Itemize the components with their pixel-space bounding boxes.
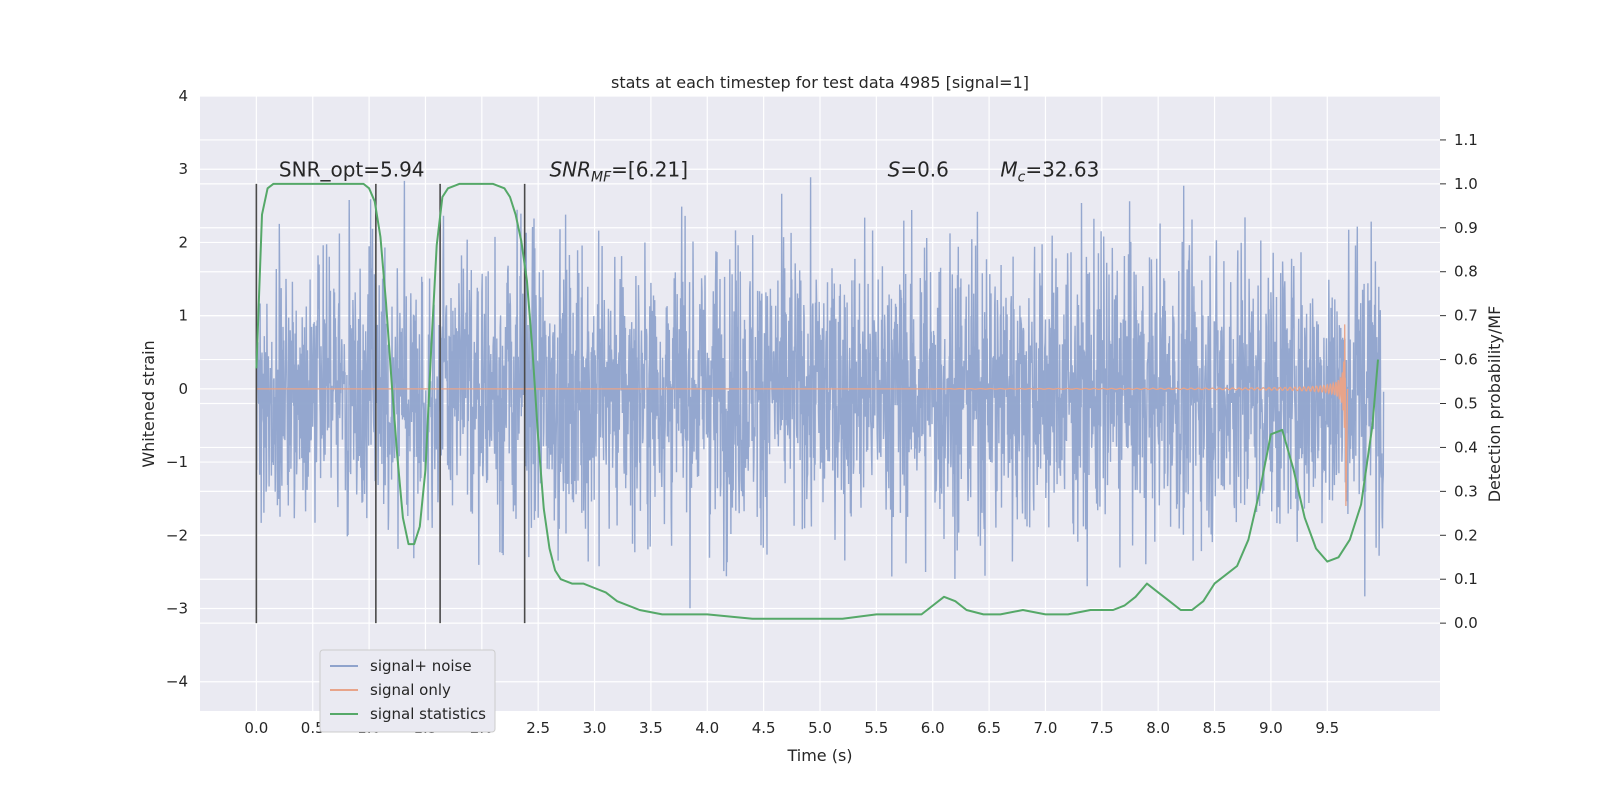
y2-tick-label: 1.1 xyxy=(1454,131,1478,149)
y2-tick-label: 0.8 xyxy=(1454,263,1478,281)
x-tick-label: 0.5 xyxy=(301,719,325,737)
legend-label: signal statistics xyxy=(370,705,486,723)
x-tick-label: 7.5 xyxy=(1090,719,1114,737)
x-tick-label: 3.0 xyxy=(583,719,607,737)
x-tick-label: 8.5 xyxy=(1203,719,1227,737)
y-tick-label: 2 xyxy=(178,233,188,251)
y2-tick-label: 0.4 xyxy=(1454,438,1478,456)
signal-statistics-line xyxy=(255,182,1379,620)
vertical-markers xyxy=(255,183,526,624)
x-tick-label: 4.0 xyxy=(695,719,719,737)
y2-tick-label: 0.3 xyxy=(1454,482,1478,500)
annotation-mc: Mc=32.63 xyxy=(1000,158,1099,186)
y2-tick-label: 0.6 xyxy=(1454,351,1478,369)
x-tick-label: 3.5 xyxy=(639,719,663,737)
x-tick-label: 9.0 xyxy=(1259,719,1283,737)
y2-tick-labels: 0.0 0.1 0.2 0.3 0.4 0.5 0.6 0.7 0.8 0.9 1.0 1.1 xyxy=(1440,131,1478,632)
y-tick-label: −4 xyxy=(166,673,188,691)
x-tick-label: 6.5 xyxy=(977,719,1001,737)
y2-tick-label: 0.2 xyxy=(1454,526,1478,544)
x-tick-label: 6.0 xyxy=(921,719,945,737)
series-signal-statistics xyxy=(255,182,1379,620)
y-axis-label: Whitened strain xyxy=(139,340,158,467)
y-tick-label: −1 xyxy=(166,453,188,471)
legend-label: signal only xyxy=(370,681,451,699)
annotation-snr-mf: SNRMF=[6.21] xyxy=(549,158,688,186)
annotation-s: S=0.6 xyxy=(888,158,949,182)
chart-title: stats at each timestep for test data 498… xyxy=(611,73,1029,92)
legend-label: signal+ noise xyxy=(370,657,472,675)
y-tick-label: 3 xyxy=(178,160,188,178)
signal-noise-line xyxy=(255,177,1385,609)
y-tick-label: 0 xyxy=(178,380,188,398)
x-tick-label: 5.0 xyxy=(808,719,832,737)
y-tick-label: 4 xyxy=(178,87,188,105)
series-signal-only xyxy=(256,324,1349,507)
x-tick-label: 9.5 xyxy=(1315,719,1339,737)
y2-axis-label: Detection probability/MF xyxy=(1485,306,1504,503)
x-tick-label: 4.5 xyxy=(752,719,776,737)
signal-only-line xyxy=(256,324,1349,507)
y2-tick-label: 0.9 xyxy=(1454,219,1478,237)
series-signal-noise xyxy=(255,177,1385,609)
x-axis-label: Time (s) xyxy=(786,746,852,765)
y-tick-labels: −4 −3 −2 −1 0 1 2 3 4 xyxy=(166,87,188,691)
x-tick-label: 5.5 xyxy=(864,719,888,737)
legend-box xyxy=(319,649,496,733)
x-tick-label: 8.0 xyxy=(1146,719,1170,737)
y-tick-label: −2 xyxy=(166,526,188,544)
y2-tick-label: 0.0 xyxy=(1454,614,1478,632)
y-tick-label: −3 xyxy=(166,600,188,618)
legend: signal+ noise signal only signal statistic… xyxy=(319,649,496,733)
y2-tick-label: 1.0 xyxy=(1454,175,1478,193)
annotations: SNR_opt=5.94 SNRMF=[6.21] S=0.6 Mc=32.63 xyxy=(279,158,1099,186)
x-tick-label: 0.0 xyxy=(244,719,268,737)
annotation-snr-opt: SNR_opt=5.94 xyxy=(279,158,425,182)
y2-tick-label: 0.1 xyxy=(1454,570,1478,588)
y2-tick-label: 0.7 xyxy=(1454,307,1478,325)
x-tick-label: 7.0 xyxy=(1034,719,1058,737)
y-tick-label: 1 xyxy=(178,307,188,325)
y2-tick-label: 0.5 xyxy=(1454,395,1478,413)
x-tick-label: 2.5 xyxy=(526,719,550,737)
